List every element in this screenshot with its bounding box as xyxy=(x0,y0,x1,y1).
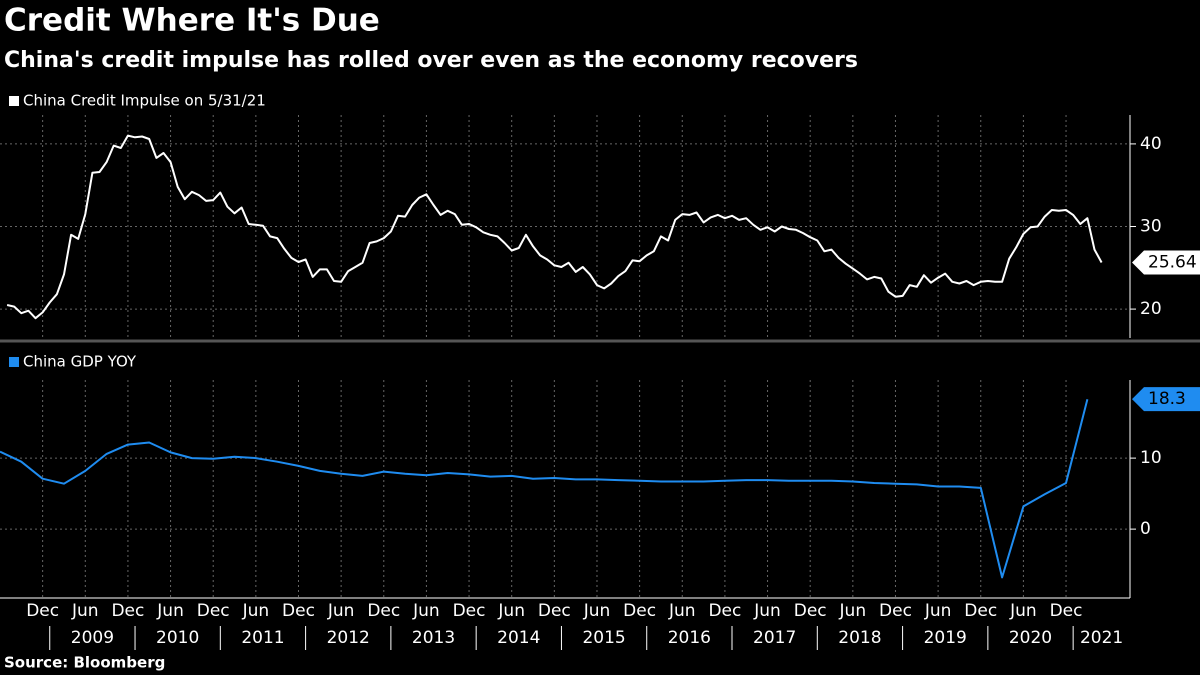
x-tick-label: Jun xyxy=(242,601,270,621)
line-series xyxy=(6,134,1103,320)
year-label: 2015 xyxy=(582,628,625,648)
x-tick-label: Dec xyxy=(708,601,741,621)
x-tick-label: Jun xyxy=(839,601,867,621)
year-label: 2012 xyxy=(327,628,370,648)
year-label: 2017 xyxy=(753,628,796,648)
last-value-label: 25.64 xyxy=(1148,253,1197,273)
x-tick-label: Dec xyxy=(794,601,827,621)
chart-title: Credit Where It's Due xyxy=(4,3,380,39)
x-tick-label: Jun xyxy=(71,601,99,621)
year-label: 2010 xyxy=(156,628,199,648)
x-tick-label: Dec xyxy=(538,601,571,621)
last-value-label: 18.3 xyxy=(1148,389,1186,409)
x-tick-label: Jun xyxy=(583,601,611,621)
last-value-box xyxy=(1132,250,1200,275)
y-tick-label: 10 xyxy=(1140,448,1162,468)
legend-swatch xyxy=(9,357,19,367)
year-label: 2009 xyxy=(71,628,114,648)
x-tick-label: Jun xyxy=(156,601,184,621)
x-tick-label: Dec xyxy=(1050,601,1083,621)
year-label: 2011 xyxy=(241,628,284,648)
year-label: 2019 xyxy=(924,628,967,648)
x-tick-label: Dec xyxy=(623,601,656,621)
x-tick-label: Dec xyxy=(282,601,315,621)
x-tick-label: Dec xyxy=(111,601,144,621)
x-tick-label: Jun xyxy=(327,601,355,621)
x-tick-label: Dec xyxy=(26,601,59,621)
x-tick-label: Jun xyxy=(1009,601,1037,621)
x-tick-label: Dec xyxy=(453,601,486,621)
x-tick-label: Dec xyxy=(879,601,912,621)
year-label: 2016 xyxy=(668,628,711,648)
x-tick-label: Dec xyxy=(964,601,997,621)
year-label: 2014 xyxy=(497,628,540,648)
y-tick-label: 20 xyxy=(1140,299,1162,319)
year-label: 2018 xyxy=(838,628,881,648)
legend-swatch xyxy=(9,96,19,106)
x-tick-label: Jun xyxy=(924,601,952,621)
y-tick-label: 0 xyxy=(1140,519,1151,539)
line-series xyxy=(0,398,1089,579)
year-label: 2013 xyxy=(412,628,455,648)
x-tick-label: Jun xyxy=(412,601,440,621)
y-tick-label: 40 xyxy=(1140,134,1162,154)
x-tick-label: Jun xyxy=(668,601,696,621)
y-tick-label: 30 xyxy=(1140,217,1162,237)
x-tick-label: Jun xyxy=(497,601,525,621)
x-tick-label: Jun xyxy=(753,601,781,621)
chart-subtitle: China's credit impulse has rolled over e… xyxy=(4,48,858,73)
source: Source: Bloomberg xyxy=(4,654,165,672)
legend-label: China GDP YOY xyxy=(23,353,137,371)
last-value-box xyxy=(1132,387,1200,412)
year-label: 2021 xyxy=(1080,628,1123,648)
legend-label: China Credit Impulse on 5/31/21 xyxy=(23,92,266,110)
x-tick-label: Dec xyxy=(367,601,400,621)
year-label: 2020 xyxy=(1009,628,1052,648)
x-tick-label: Dec xyxy=(197,601,230,621)
